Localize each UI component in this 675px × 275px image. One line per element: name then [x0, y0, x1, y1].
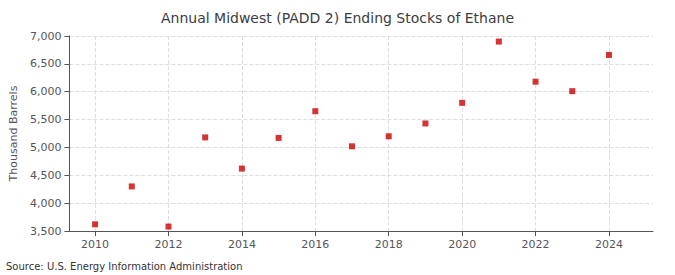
svg-text:2022: 2022 — [522, 238, 550, 251]
svg-text:2020: 2020 — [448, 238, 476, 251]
svg-text:5,000: 5,000 — [30, 141, 62, 154]
svg-text:Source: U.S. Energy Informatio: Source: U.S. Energy Information Administ… — [6, 261, 243, 272]
svg-text:2024: 2024 — [595, 238, 623, 251]
svg-text:Annual Midwest (PADD 2) Ending: Annual Midwest (PADD 2) Ending Stocks of… — [161, 10, 514, 26]
svg-text:6,000: 6,000 — [30, 85, 62, 98]
svg-text:2014: 2014 — [228, 238, 256, 251]
svg-text:7,000: 7,000 — [30, 30, 62, 43]
svg-text:4,000: 4,000 — [30, 197, 62, 210]
svg-text:2018: 2018 — [375, 238, 403, 251]
svg-text:2016: 2016 — [301, 238, 329, 251]
svg-text:4,500: 4,500 — [30, 169, 62, 182]
svg-text:2012: 2012 — [154, 238, 182, 251]
svg-text:Thousand Barrels: Thousand Barrels — [7, 85, 20, 182]
svg-text:6,500: 6,500 — [30, 57, 62, 70]
svg-text:3,500: 3,500 — [30, 225, 62, 238]
svg-text:2010: 2010 — [81, 238, 109, 251]
svg-text:5,500: 5,500 — [30, 113, 62, 126]
